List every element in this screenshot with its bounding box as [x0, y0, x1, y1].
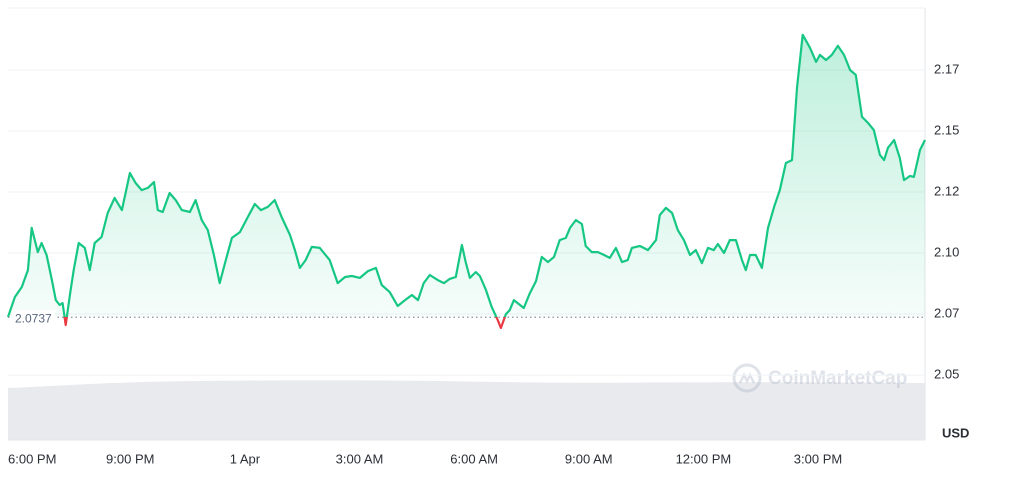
- x-tick-label: 12:00 PM: [676, 451, 732, 466]
- x-tick-label: 3:00 PM: [794, 451, 842, 466]
- y-tick-label: 2.07: [934, 305, 959, 320]
- baseline-label-bg: [12, 310, 56, 327]
- y-axis-label: USD: [942, 425, 969, 440]
- watermark-logo-mark: [738, 372, 756, 384]
- y-tick-label: 2.15: [934, 122, 959, 137]
- y-tick-label: 2.12: [934, 183, 959, 198]
- price-line: [6, 33, 926, 330]
- x-tick-label: 9:00 PM: [106, 451, 154, 466]
- x-tick-label: 1 Apr: [230, 451, 261, 466]
- y-tick-label: 2.05: [934, 367, 959, 382]
- x-tick-label: 6:00 AM: [450, 451, 498, 466]
- x-tick-label: 6:00 PM: [8, 451, 56, 466]
- watermark-logo: [732, 363, 762, 393]
- x-tick-label: 3:00 AM: [336, 451, 384, 466]
- volume-area: [8, 380, 925, 440]
- x-tick-label: 9:00 AM: [565, 451, 613, 466]
- watermark-text: CoinMarketCap: [768, 368, 907, 389]
- baseline-label: 2.0737: [15, 311, 52, 325]
- watermark: CoinMarketCap: [732, 363, 907, 393]
- price-area: [8, 34, 925, 318]
- y-tick-label: 2.17: [934, 61, 959, 76]
- y-tick-label: 2.10: [934, 244, 959, 259]
